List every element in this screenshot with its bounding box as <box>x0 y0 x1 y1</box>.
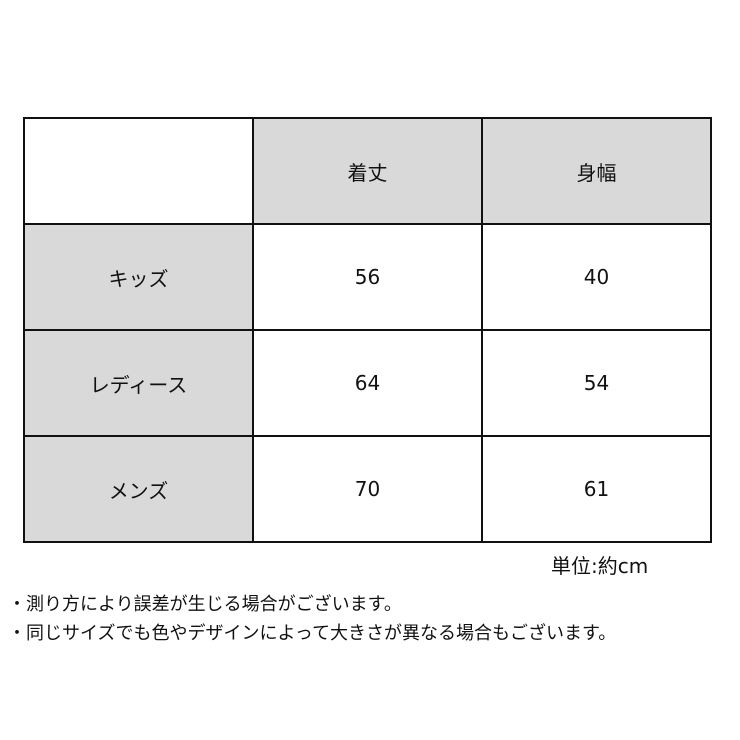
note-item: ・測り方により誤差が生じる場合がございます。 <box>8 594 402 615</box>
table-row: キッズ 56 40 <box>23 223 712 331</box>
cell-length: 64 <box>252 329 483 437</box>
header-width: 身幅 <box>481 117 712 225</box>
notes: ・測り方により誤差が生じる場合がございます。 ・同じサイズでも色やデザインによっ… <box>8 590 616 648</box>
cell-width: 40 <box>481 223 712 331</box>
corner-cell <box>23 117 254 225</box>
size-table: 着丈 身幅 キッズ 56 40 レディース 64 54 メンズ 70 61 <box>23 117 712 543</box>
header-row: 着丈 身幅 <box>23 117 712 225</box>
table-row: レディース 64 54 <box>23 329 712 437</box>
cell-length: 70 <box>252 435 483 543</box>
row-label: キッズ <box>23 223 254 331</box>
row-label: レディース <box>23 329 254 437</box>
table-row: メンズ 70 61 <box>23 435 712 543</box>
note-item: ・同じサイズでも色やデザインによって大きさが異なる場合もございます。 <box>8 623 617 644</box>
cell-width: 54 <box>481 329 712 437</box>
cell-width: 61 <box>481 435 712 543</box>
row-label: メンズ <box>23 435 254 543</box>
cell-length: 56 <box>252 223 483 331</box>
header-length: 着丈 <box>252 117 483 225</box>
unit-label: 単位:約cm <box>551 554 649 578</box>
